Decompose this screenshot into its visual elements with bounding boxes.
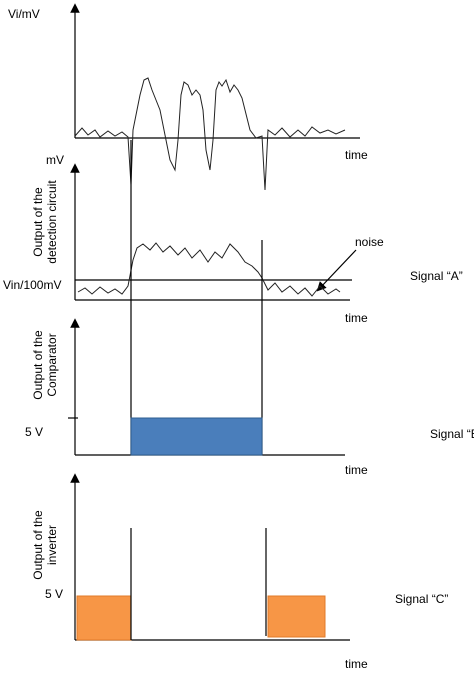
output-pulse — [130, 417, 263, 456]
annotation-arrow — [316, 249, 357, 292]
signal-label: Signal “C” — [395, 592, 448, 606]
waveform — [77, 242, 341, 297]
y-label: Comparator — [45, 333, 59, 396]
y-label: detection circuit — [45, 180, 59, 264]
threshold-label: Vin/100mV — [3, 278, 61, 292]
x-label: time — [345, 148, 368, 162]
y-label: Vi/mV — [8, 7, 40, 21]
output-pulse — [267, 595, 326, 638]
output-pulse — [76, 595, 132, 641]
y-label: Output of the — [31, 330, 45, 400]
panel-comparator: Output of the Comparator 5 V time Signal… — [25, 318, 474, 477]
y-label: inverter — [45, 525, 59, 565]
x-label: time — [345, 463, 368, 477]
signal-label: Signal “A” — [410, 269, 463, 283]
level-label: 5 V — [45, 587, 63, 601]
y-unit: mV — [46, 153, 64, 167]
y-label: Output of the — [31, 187, 45, 257]
signal-label: Signal “B” — [430, 427, 474, 441]
level-label: 5 V — [25, 425, 43, 439]
panel-inverter: Output of the inverter 5 V time Signal “… — [31, 473, 448, 671]
y-label: Output of the — [31, 510, 45, 580]
annotation: noise — [355, 235, 384, 249]
panel-detection: mV Output of the detection circuit Vin/1… — [3, 140, 463, 455]
x-label: time — [345, 657, 368, 671]
x-label: time — [345, 311, 368, 325]
waveform — [74, 77, 346, 191]
